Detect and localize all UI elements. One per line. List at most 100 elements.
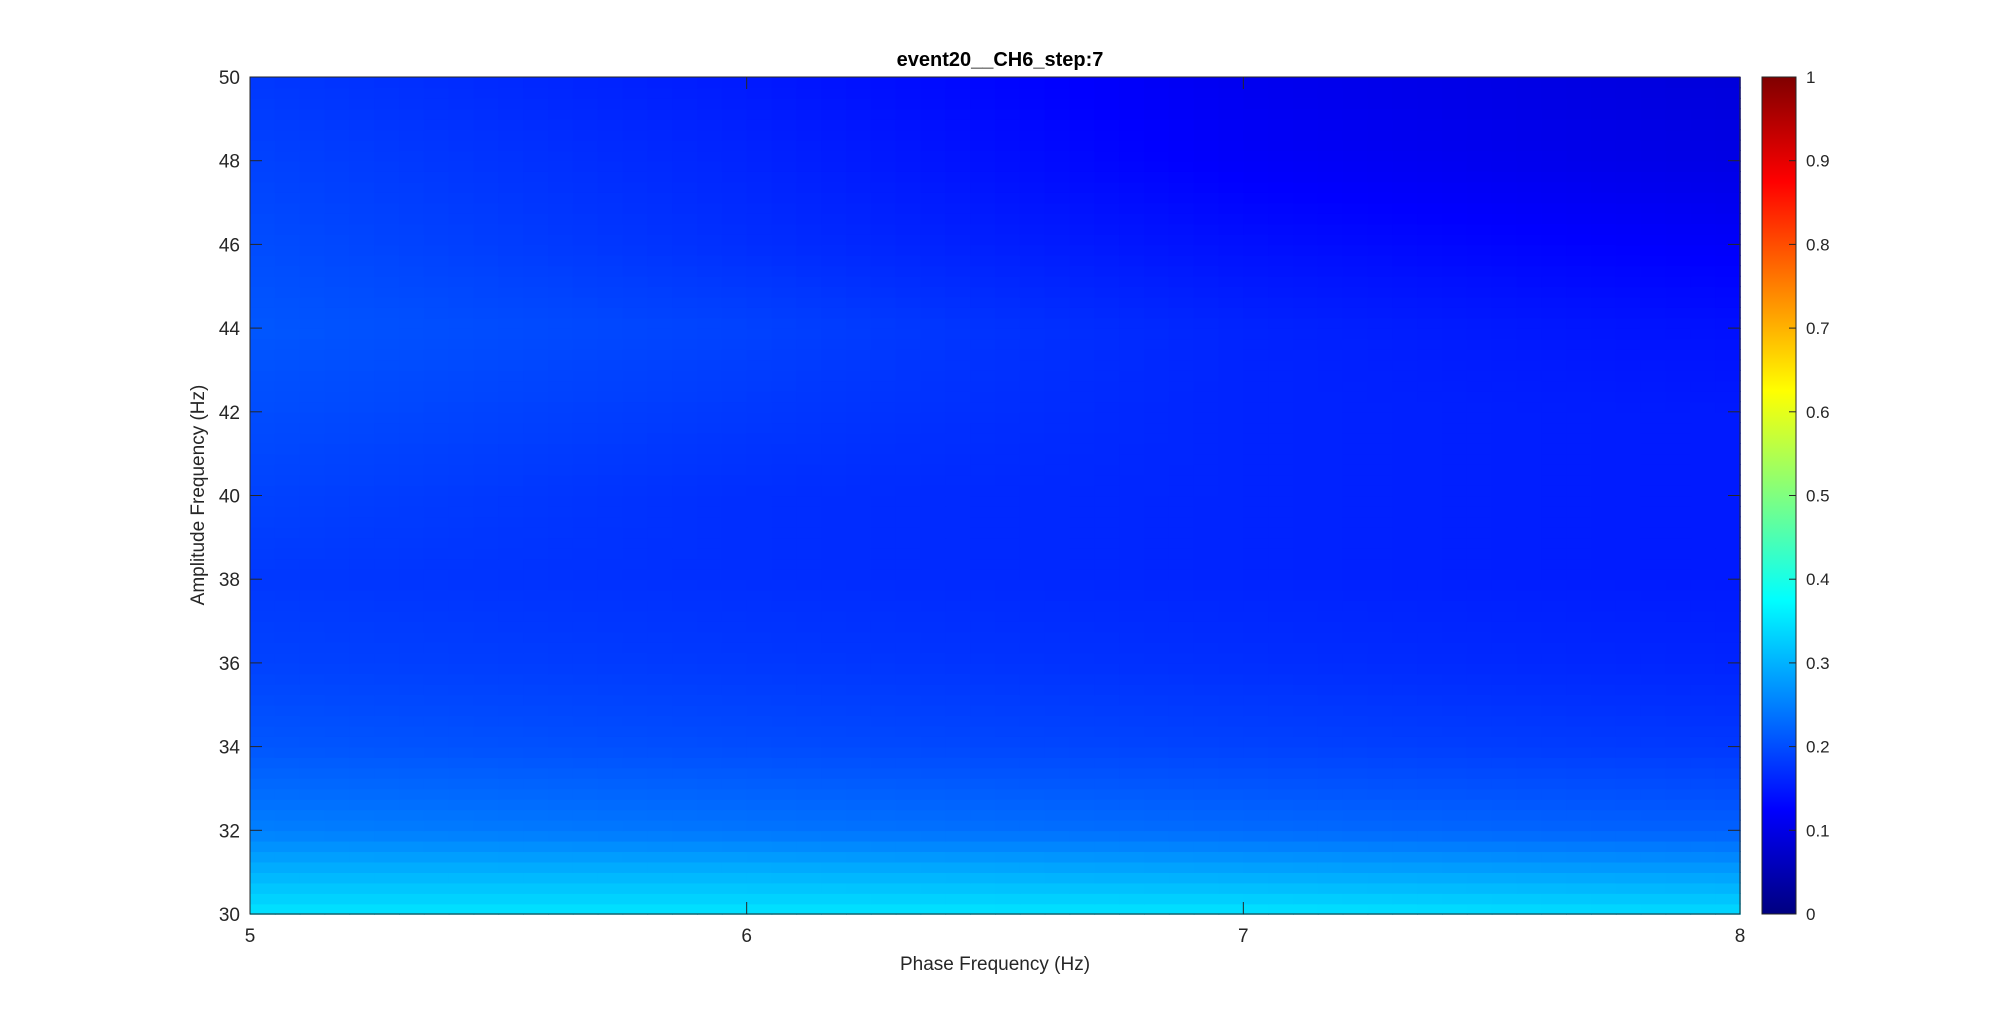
heatmap-cell [1466,307,1493,319]
heatmap-cell [1094,715,1120,727]
heatmap-cell [1417,568,1443,580]
heatmap-cell [1044,851,1071,863]
heatmap-cell [548,777,574,790]
heatmap-cell [771,631,798,643]
heatmap-cell [523,244,549,256]
heatmap-cell [821,893,847,905]
heatmap-cell [1640,359,1667,371]
heatmap-cell [349,704,375,717]
heatmap-cell [970,307,996,319]
heatmap-cell [299,97,326,110]
heatmap-cell [1317,589,1344,601]
heatmap-cell [448,641,475,654]
heatmap-cell [697,97,723,110]
heatmap-cell [746,213,773,225]
heatmap-cell [1044,328,1071,340]
heatmap-cell [1168,777,1195,790]
heatmap-cell [1243,631,1269,643]
heatmap-cell [721,286,748,298]
heatmap-cell [672,516,698,528]
heatmap-cell [721,798,748,811]
heatmap-cell [995,181,1021,193]
heatmap-cell [1591,432,1617,444]
heatmap-cell [1193,254,1220,267]
heatmap-cell [1218,526,1245,539]
heatmap-cell [473,704,500,717]
heatmap-cell [374,788,400,800]
heatmap-cell [672,139,698,152]
heatmap-cell [1119,244,1145,256]
heatmap-cell [1019,275,1046,288]
heatmap-cell [448,882,475,894]
heatmap-cell [721,118,748,131]
heatmap-cell [1119,349,1145,361]
heatmap-cell [324,579,351,591]
heatmap-cell [1019,265,1046,277]
heatmap-cell [622,286,649,298]
heatmap-cell [1715,181,1741,193]
heatmap-cell [1119,568,1145,580]
heatmap-cell [920,903,947,915]
heatmap-cell [399,809,425,821]
heatmap-cell [1243,432,1269,444]
heatmap-cell [1367,401,1394,413]
heatmap-cell [995,516,1021,528]
heatmap-cell [1019,819,1046,832]
heatmap-cell [1243,317,1269,329]
heatmap-cell [746,233,773,246]
heatmap-cell [995,746,1021,758]
heatmap-cell [622,798,649,811]
heatmap-cell [746,579,773,591]
heatmap-cell [572,694,599,706]
heatmap-cell [1119,254,1145,267]
heatmap-cell [1243,568,1269,580]
heatmap-cell [1044,840,1071,853]
heatmap-cell [1715,338,1741,350]
heatmap-cell [746,777,773,790]
heatmap-cell [1640,129,1667,141]
heatmap-cell [945,265,971,277]
heatmap-cell [721,882,748,894]
heatmap-cell [1044,401,1071,413]
heatmap-cell [1293,129,1319,141]
heatmap-cell [1119,861,1145,873]
heatmap-cell [274,547,301,560]
heatmap-cell [1342,453,1369,465]
heatmap-cell [324,652,351,664]
heatmap-cell [1342,443,1369,455]
heatmap-cell [1516,505,1543,518]
heatmap-cell [1168,422,1195,434]
heatmap-cell [473,390,500,403]
heatmap-cell [1367,286,1394,298]
heatmap-cell [697,537,723,549]
heatmap-cell [697,401,723,413]
heatmap-cell [1541,181,1567,193]
heatmap-cell [1466,349,1493,361]
heatmap-cell [895,422,922,434]
heatmap-cell [1591,380,1617,392]
heatmap-cell [1193,736,1220,748]
heatmap-cell [572,516,599,528]
heatmap-cell [945,547,971,560]
heatmap-cell [647,767,673,779]
heatmap-cell [1690,704,1716,717]
heatmap-cell [870,485,897,497]
heatmap-cell [1342,788,1369,800]
heatmap-cell [870,725,897,737]
heatmap-cell [1243,422,1269,434]
heatmap-cell [1193,265,1220,277]
heatmap-cell [572,275,599,288]
heatmap-cell [1566,819,1592,832]
heatmap-cell [349,673,375,685]
heatmap-cell [1243,589,1269,601]
heatmap-cell [1317,160,1344,172]
heatmap-cell [821,118,847,131]
heatmap-cell [1268,390,1294,403]
heatmap-cell [846,788,872,800]
heatmap-cell [1268,568,1294,580]
heatmap-cell [895,610,922,622]
heatmap-cell [970,328,996,340]
heatmap-cell [721,328,748,340]
heatmap-cell [1168,213,1195,225]
heatmap-cell [597,547,624,560]
